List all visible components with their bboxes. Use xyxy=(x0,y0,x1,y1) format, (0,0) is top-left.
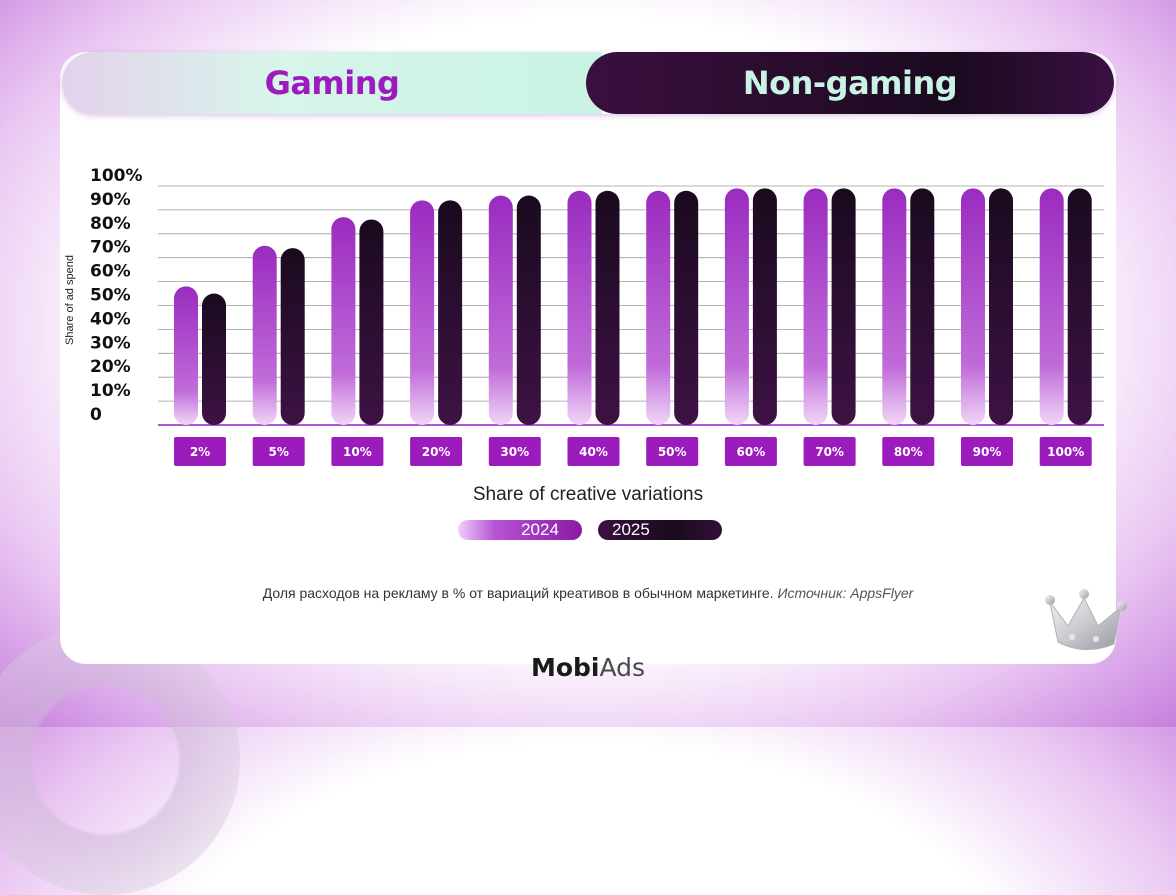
x-tick-label-40%: 40% xyxy=(567,437,620,466)
x-tick-label-bg xyxy=(174,437,226,466)
x-tick-label-60%: 60% xyxy=(724,437,777,466)
x-tick-label: 80% xyxy=(894,445,923,459)
x-tick-label: 100% xyxy=(1047,445,1084,459)
x-tick-label: 5% xyxy=(269,445,289,459)
x-tick-label-bg xyxy=(1039,437,1092,466)
x-tick-label: 90% xyxy=(973,445,1002,459)
x-tick-label: 40% xyxy=(579,445,608,459)
bar-2024-10% xyxy=(331,217,356,425)
y-tick-label: 0 xyxy=(90,405,102,425)
tab-gaming[interactable]: Gaming xyxy=(62,52,602,114)
bar-2025-2% xyxy=(202,293,226,425)
x-tick-label-70%: 70% xyxy=(803,437,856,466)
y-tick-labels: 0 10% 20% 30% 40% 50% 60% 70% 80% 90% 100% xyxy=(90,166,143,425)
x-tick-label-90%: 90% xyxy=(961,437,1013,466)
x-tick-label-20%: 20% xyxy=(410,437,463,466)
x-tick-label: 70% xyxy=(815,445,844,459)
x-tick-labels: 2% 5% 10% 20% 30% 40% 50% 60% 70% 80% 90% 100% xyxy=(174,437,1092,466)
caption-source: Источник: AppsFlyer xyxy=(777,585,914,601)
bar-2024-70% xyxy=(803,188,828,425)
bar-2024-30% xyxy=(488,195,513,425)
bar-chart: 0 10% 20% 30% 40% 50% 60% 70% 80% 90% 100% 2% 5% 10%… xyxy=(90,166,1104,466)
y-tick-label: 60% xyxy=(90,262,131,282)
x-tick-label-2%: 2% xyxy=(174,437,226,466)
x-tick-label-bg xyxy=(803,437,856,466)
bar-2025-100% xyxy=(1067,188,1092,425)
caption-text: Доля расходов на рекламу в % от вариаций… xyxy=(262,585,774,601)
y-tick-label: 20% xyxy=(90,357,131,377)
bar-2025-10% xyxy=(359,219,384,425)
x-tick-label: 60% xyxy=(737,445,766,459)
x-tick-label-80%: 80% xyxy=(882,437,935,466)
crown-icon xyxy=(1045,589,1127,650)
x-axis-title: Share of creative variations xyxy=(472,484,704,505)
x-tick-label-bg xyxy=(410,437,463,466)
x-tick-label: 50% xyxy=(658,445,687,459)
x-tick-label-10%: 10% xyxy=(331,437,384,466)
x-tick-label-bg xyxy=(724,437,777,466)
legend-item-2025: 2025 xyxy=(598,520,722,540)
y-tick-label: 100% xyxy=(90,166,143,186)
bar-2024-5% xyxy=(252,245,277,425)
y-tick-label: 80% xyxy=(90,214,131,234)
bar-2025-40% xyxy=(595,190,620,425)
y-tick-label: 70% xyxy=(90,238,131,258)
bar-2024-80% xyxy=(882,188,907,425)
logo-part-mobi: Mobi xyxy=(530,653,600,682)
tab-non-gaming[interactable]: Non-gaming xyxy=(586,52,1114,114)
x-tick-label-bg xyxy=(488,437,541,466)
x-tick-label: 20% xyxy=(422,445,451,459)
x-tick-label: 2% xyxy=(190,445,210,459)
x-tick-label-bg xyxy=(567,437,620,466)
bar-2025-70% xyxy=(831,188,856,425)
x-tick-label: 30% xyxy=(500,445,529,459)
bar-2025-90% xyxy=(989,188,1013,425)
x-tick-label-bg xyxy=(331,437,384,466)
bar-2024-20% xyxy=(410,200,435,425)
y-tick-label: 50% xyxy=(90,286,131,306)
x-tick-label: 10% xyxy=(343,445,372,459)
bar-2024-50% xyxy=(646,190,671,425)
x-tick-label-bg xyxy=(882,437,935,466)
x-tick-label-30%: 30% xyxy=(488,437,541,466)
bar-2024-100% xyxy=(1039,188,1064,425)
segment-tabs: Gaming Non-gaming xyxy=(62,52,1114,114)
legend: 2024 2025 xyxy=(458,520,722,540)
bar-2024-90% xyxy=(961,188,985,425)
brand-logo: MobiAds xyxy=(0,653,1176,682)
bar-2025-5% xyxy=(280,248,305,425)
bar-2025-20% xyxy=(438,200,463,425)
caption: Доля расходов на рекламу в % от вариаций… xyxy=(0,585,1176,601)
x-tick-label-bg xyxy=(252,437,305,466)
y-tick-label: 10% xyxy=(90,381,131,401)
legend-item-2024: 2024 xyxy=(458,520,582,540)
bar-2025-50% xyxy=(674,190,699,425)
x-tick-label-bg xyxy=(961,437,1013,466)
bar-2025-60% xyxy=(752,188,777,425)
grid-lines xyxy=(158,185,1104,426)
x-tick-label-5%: 5% xyxy=(252,437,305,466)
y-tick-label: 40% xyxy=(90,309,131,329)
x-tick-label-50%: 50% xyxy=(646,437,699,466)
y-tick-label: 30% xyxy=(90,333,131,353)
x-tick-label-bg xyxy=(646,437,699,466)
bar-2024-2% xyxy=(174,286,198,425)
bar-2024-40% xyxy=(567,190,592,425)
logo-part-ads: Ads xyxy=(599,653,646,682)
x-tick-label-100%: 100% xyxy=(1039,437,1092,466)
bar-2025-80% xyxy=(910,188,935,425)
bars xyxy=(174,188,1092,425)
bar-2024-60% xyxy=(724,188,749,425)
y-tick-label: 90% xyxy=(90,190,131,210)
bar-2025-30% xyxy=(516,195,541,425)
